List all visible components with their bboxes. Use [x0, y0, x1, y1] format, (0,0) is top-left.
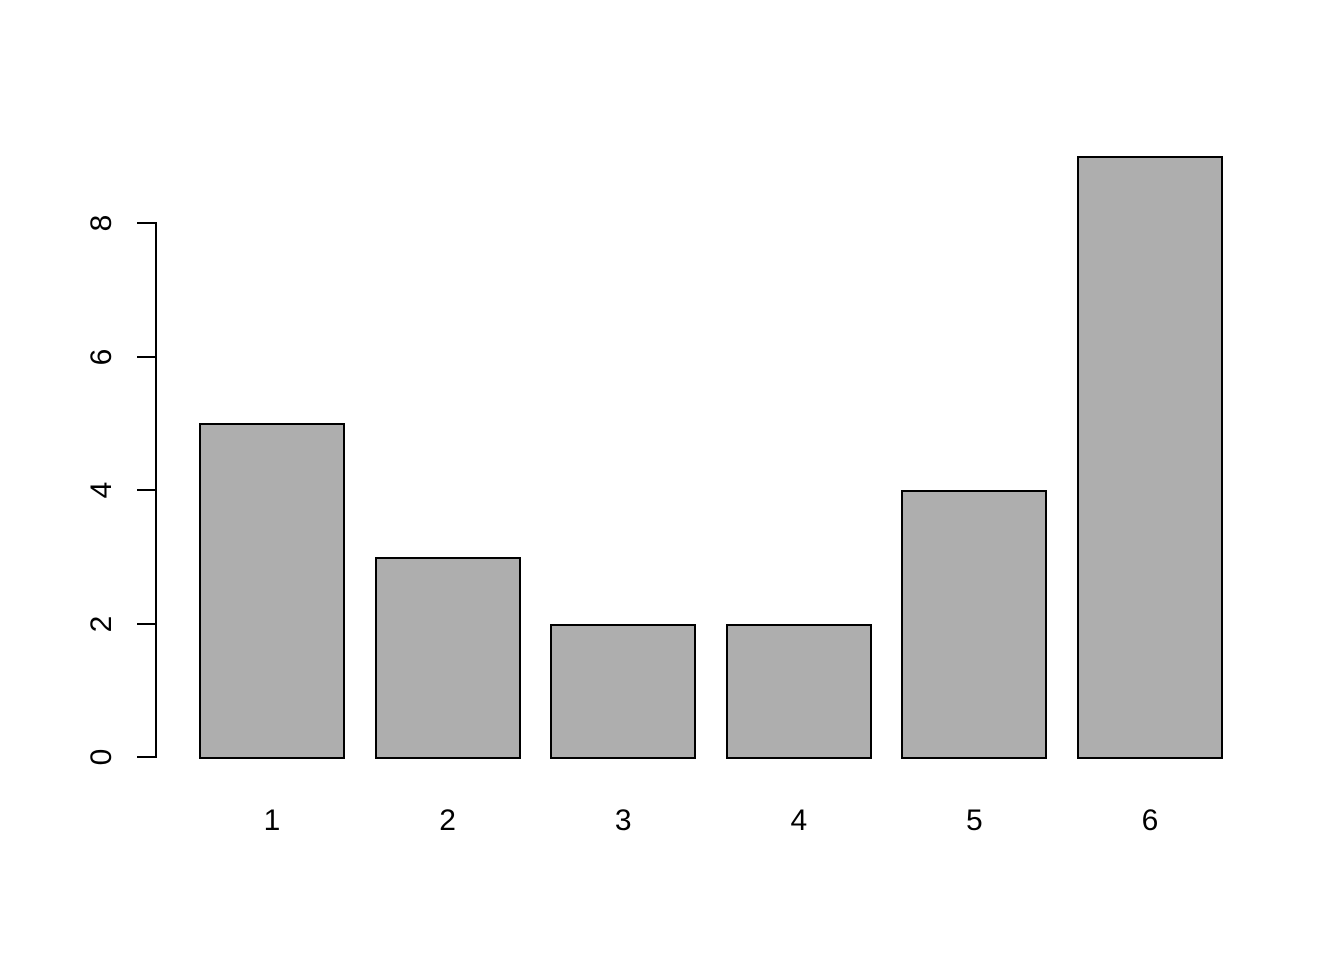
x-axis-label: 3	[614, 804, 632, 837]
x-axis-label: 6	[1141, 804, 1159, 837]
y-axis-line	[155, 222, 157, 758]
y-axis-tick	[137, 222, 155, 224]
bar-category-5	[901, 490, 1048, 759]
y-axis-tick-label: 8	[85, 214, 118, 232]
bar-category-2	[374, 556, 521, 759]
bar-category-6	[1077, 156, 1223, 759]
bar-category-3	[550, 623, 697, 759]
y-axis-tick-label: 2	[85, 615, 118, 632]
y-axis-tick	[137, 756, 155, 758]
y-axis-tick-label: 4	[85, 481, 118, 499]
x-axis-label: 1	[263, 804, 281, 837]
y-axis-tick	[137, 622, 155, 625]
x-axis-label: 2	[439, 804, 456, 837]
y-axis-tick-label: 0	[85, 748, 118, 766]
y-axis-tick	[137, 489, 155, 491]
x-axis-label: 4	[790, 804, 808, 837]
bar-category-1	[199, 423, 345, 759]
bar-category-4	[725, 623, 872, 759]
y-axis-tick	[137, 355, 155, 358]
y-axis-tick-label: 6	[85, 348, 118, 365]
x-axis-label: 5	[966, 804, 983, 837]
